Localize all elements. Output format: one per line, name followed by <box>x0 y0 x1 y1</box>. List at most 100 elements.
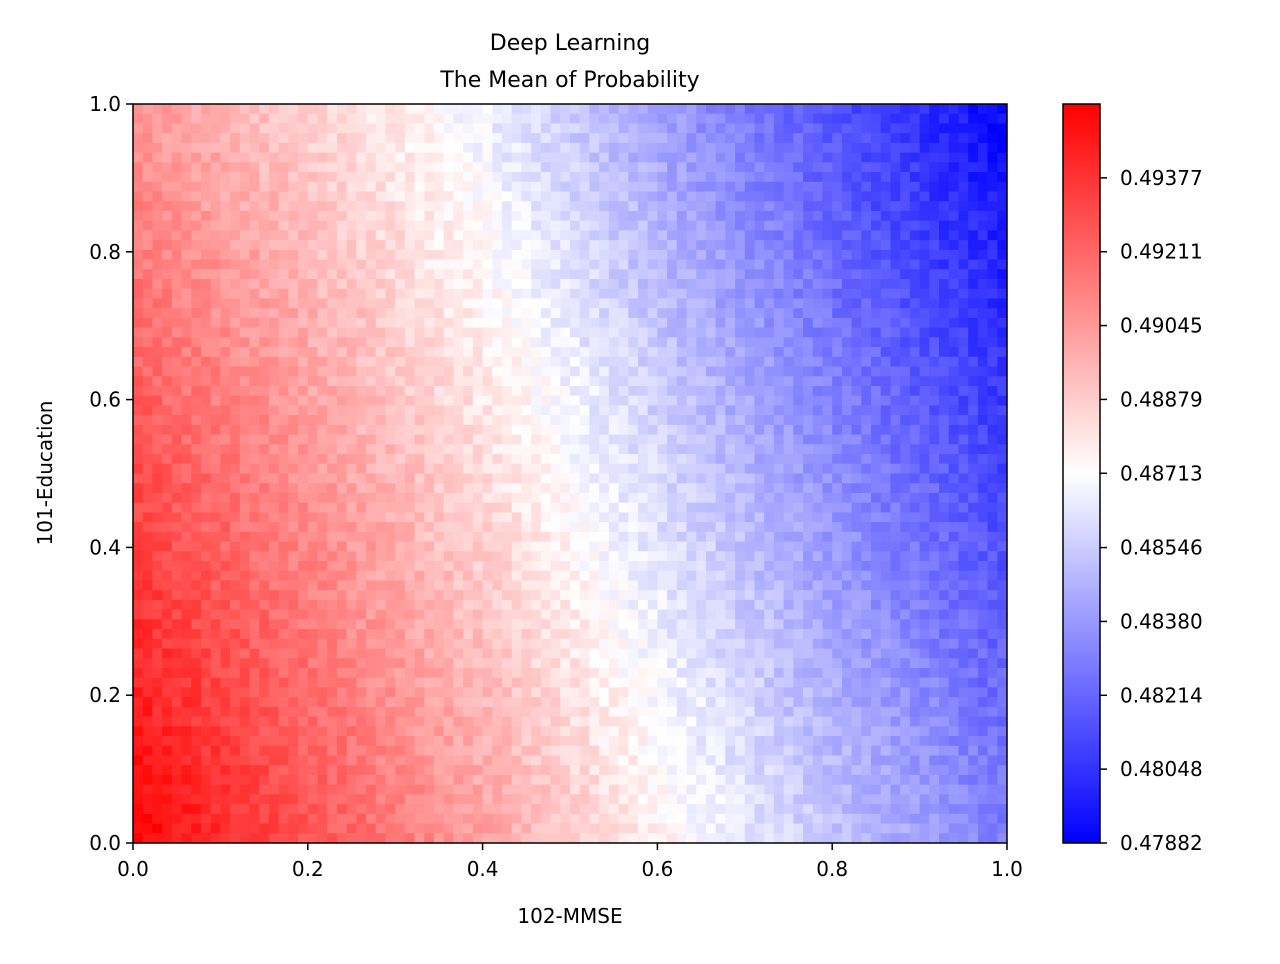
heatmap-cell <box>977 269 989 280</box>
heatmap-cell <box>871 113 882 125</box>
heatmap-cell <box>939 210 950 222</box>
heatmap-cell <box>142 483 154 494</box>
heatmap-cell <box>793 483 804 494</box>
heatmap-cell <box>259 638 270 650</box>
heatmap-cell <box>336 249 348 261</box>
heatmap-cell <box>948 580 960 591</box>
heatmap-cell <box>531 385 542 397</box>
heatmap-cell <box>987 376 998 387</box>
heatmap-cell <box>608 424 620 436</box>
heatmap-cell <box>696 385 707 397</box>
heatmap-cell <box>987 473 998 484</box>
heatmap-cell <box>443 104 455 115</box>
heatmap-cell <box>181 347 192 358</box>
heatmap-cell <box>715 327 726 338</box>
heatmap-cell <box>676 152 688 163</box>
heatmap-cell <box>482 599 493 611</box>
heatmap-cell <box>375 619 387 630</box>
heatmap-cell <box>783 609 794 620</box>
heatmap-cell <box>589 483 600 494</box>
heatmap-cell <box>385 629 396 640</box>
heatmap-cell <box>735 201 746 212</box>
heatmap-cell <box>570 590 581 601</box>
heatmap-cell <box>531 327 542 338</box>
heatmap-cell <box>803 512 814 523</box>
heatmap-cell <box>696 492 707 504</box>
heatmap-cell <box>472 473 484 484</box>
heatmap-cell <box>725 385 736 397</box>
heatmap-cell <box>210 502 221 513</box>
heatmap-cell <box>793 288 804 300</box>
heatmap-cell <box>919 142 930 154</box>
heatmap-cell <box>647 512 658 523</box>
heatmap-cell <box>997 492 1007 504</box>
heatmap-cell <box>181 191 192 202</box>
heatmap-cell <box>637 570 649 582</box>
heatmap-cell <box>841 541 853 552</box>
heatmap-cell <box>715 259 726 270</box>
heatmap-cell <box>570 434 581 445</box>
heatmap-cell <box>395 395 406 407</box>
heatmap-cell <box>200 512 212 523</box>
heatmap-cell <box>317 492 328 504</box>
heatmap-cell <box>686 531 697 543</box>
heatmap-cell <box>239 210 251 222</box>
heatmap-cell <box>754 502 765 513</box>
heatmap-cell <box>220 152 231 163</box>
heatmap-cell <box>676 288 688 300</box>
heatmap-cell <box>472 444 484 455</box>
heatmap-cell <box>618 444 629 455</box>
heatmap-cell <box>443 385 455 397</box>
heatmap-cell <box>725 473 736 484</box>
heatmap-cell <box>657 104 668 115</box>
heatmap-cell <box>793 512 804 523</box>
heatmap-cell <box>230 483 241 494</box>
heatmap-cell <box>502 570 513 582</box>
heatmap-cell <box>482 531 493 543</box>
heatmap-cell <box>919 366 930 377</box>
heatmap-cell <box>851 561 862 572</box>
heatmap-cell <box>327 385 338 397</box>
heatmap-cell <box>346 638 357 650</box>
heatmap-cell <box>531 356 542 368</box>
heatmap-cell <box>463 230 474 241</box>
heatmap-cell <box>404 337 416 348</box>
heatmap-cell <box>579 201 591 212</box>
heatmap-cell <box>171 599 183 611</box>
heatmap-cell <box>851 298 862 309</box>
heatmap-cell <box>152 220 163 231</box>
heatmap-cell <box>812 395 824 407</box>
heatmap-cell <box>327 308 338 319</box>
heatmap-cell <box>977 230 989 241</box>
heatmap-cell <box>871 463 882 475</box>
heatmap-cell <box>929 512 940 523</box>
heatmap-cell <box>599 249 610 261</box>
heatmap-cell <box>540 347 552 358</box>
heatmap-cell <box>793 317 804 329</box>
heatmap-cell <box>317 473 328 484</box>
heatmap-cell <box>346 629 357 640</box>
heatmap-cell <box>832 142 843 154</box>
heatmap-cell <box>268 638 280 650</box>
heatmap-cell <box>754 220 765 231</box>
heatmap-cell <box>414 104 425 115</box>
heatmap-cell <box>773 347 785 358</box>
heatmap-cell <box>841 522 853 533</box>
heatmap-cell <box>424 308 435 319</box>
heatmap-cell <box>356 201 367 212</box>
heatmap-cell <box>531 191 542 202</box>
heatmap-cell <box>744 454 756 465</box>
heatmap-cell <box>773 201 785 212</box>
heatmap-cell <box>200 385 212 397</box>
heatmap-cell <box>754 424 765 436</box>
heatmap-cell <box>900 162 911 173</box>
heatmap-cell <box>793 502 804 513</box>
heatmap-cell <box>521 288 532 300</box>
heatmap-cell <box>307 279 319 290</box>
heatmap-cell <box>667 590 678 601</box>
heatmap-cell <box>472 415 484 426</box>
heatmap-cell <box>929 629 940 640</box>
heatmap-cell <box>181 240 192 251</box>
heatmap-cell <box>259 172 270 183</box>
heatmap-cell <box>997 113 1007 125</box>
